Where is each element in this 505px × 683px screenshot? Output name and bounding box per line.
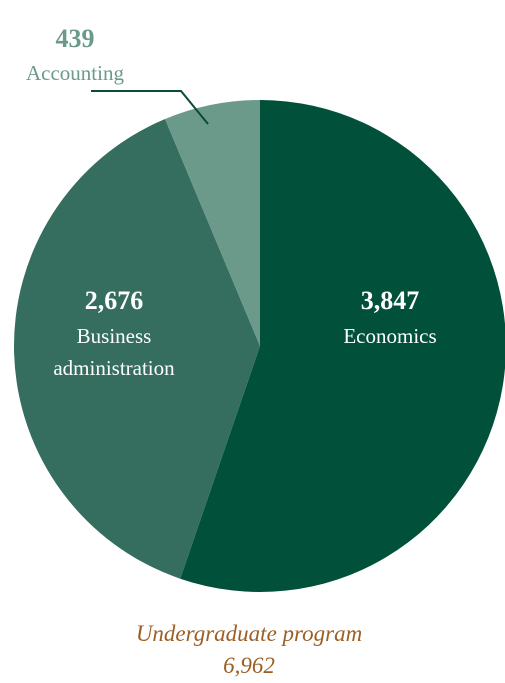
slice-category-label-economics: Economics — [343, 324, 436, 348]
slice-category-label-business-administration-line1: Business — [77, 324, 152, 348]
slice-value-label-accounting: 439 — [56, 24, 95, 53]
pie-slice-business-administration — [14, 119, 261, 579]
slice-category-label-business-administration-line2: administration — [53, 356, 175, 380]
total-label: Undergraduate program — [136, 621, 362, 646]
accounting-leader-line — [91, 90, 209, 125]
total-value: 6,962 — [223, 653, 275, 678]
pie-slice-economics — [180, 100, 505, 592]
slice-value-label-business-administration: 2,676 — [85, 286, 144, 315]
slice-value-label-economics: 3,847 — [361, 286, 420, 315]
pie-slice-accounting — [165, 100, 260, 346]
pie-slices — [14, 100, 505, 592]
slice-category-label-accounting: Accounting — [26, 61, 124, 85]
